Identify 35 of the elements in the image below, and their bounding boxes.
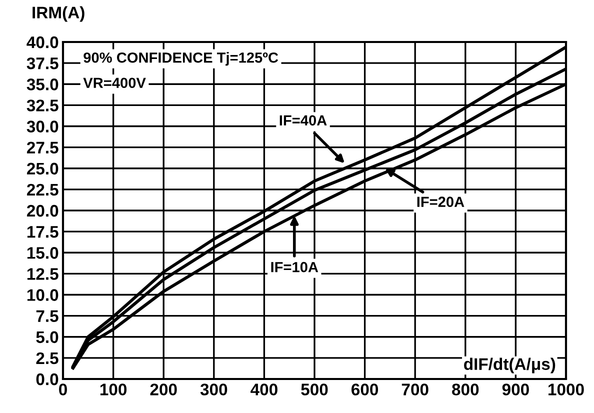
annotation: 90% CONFIDENCE Tj=125ºC — [84, 52, 278, 66]
annotation: IF=10A — [271, 262, 318, 272]
y-tick-label: 15.0 — [27, 247, 58, 259]
annotation: IF=40A — [280, 115, 327, 126]
y-tick-label: 32.5 — [26, 100, 58, 112]
x-tick-label: 200 — [150, 384, 177, 396]
x-tick-label: 400 — [250, 384, 278, 396]
x-tick-label: 600 — [352, 384, 378, 396]
x-tick-label: 0 — [59, 384, 67, 396]
y-axis-title: IRM(A) — [32, 6, 84, 22]
x-tick-label: 100 — [100, 384, 127, 396]
y-tick-label: 27.5 — [26, 142, 58, 154]
y-tick-label: 12.5 — [27, 268, 58, 280]
y-tick-label: 25.0 — [26, 162, 58, 175]
annotation: IF=20A — [417, 196, 464, 208]
y-tick-label: 22.5 — [26, 184, 58, 196]
y-tick-label: 37.5 — [26, 57, 58, 70]
x-tick-label: 1000 — [548, 384, 584, 396]
y-tick-label: 10.0 — [27, 289, 58, 301]
y-tick-label: 35.0 — [26, 78, 58, 90]
y-tick-label: 7.5 — [36, 310, 58, 322]
x-axis-title: dIF/dt(A/μs) — [464, 358, 556, 374]
y-tick-label: 17.5 — [27, 226, 58, 238]
annotation: VR=400V — [83, 78, 146, 88]
y-tick-label: 2.5 — [36, 352, 58, 364]
x-tick-label: 300 — [200, 384, 228, 396]
x-tick-label: 900 — [502, 384, 529, 396]
y-tick-label: 20.0 — [26, 204, 58, 217]
y-tick-label: 5.0 — [36, 331, 58, 344]
y-tick-label: 0.0 — [36, 373, 58, 386]
x-tick-label: 500 — [301, 384, 328, 396]
y-tick-label: 40.0 — [26, 36, 58, 48]
y-tick-label: 30.0 — [26, 120, 58, 132]
x-tick-label: 800 — [452, 384, 479, 396]
x-tick-label: 700 — [402, 384, 428, 396]
